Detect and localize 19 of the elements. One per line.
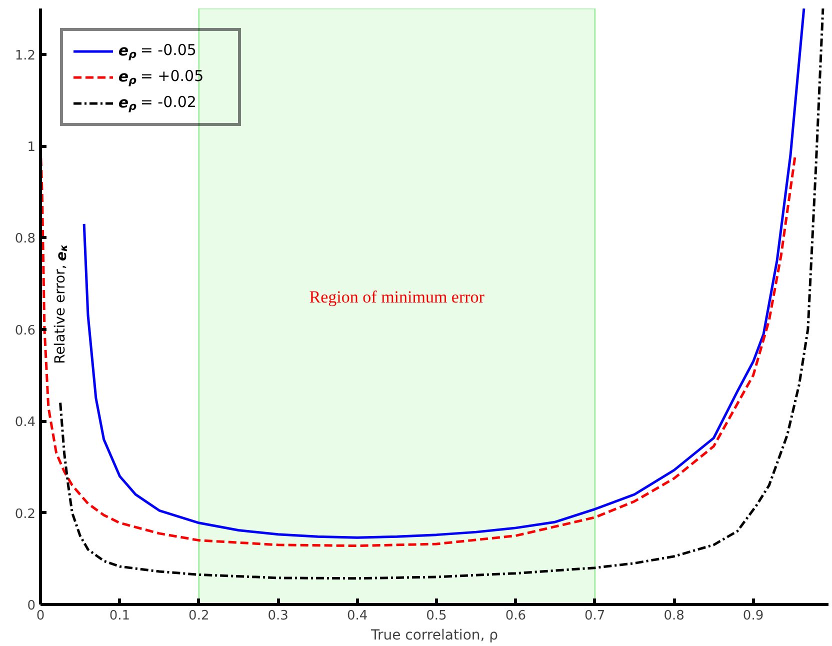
x-tick-label: 0.3 [268,608,288,624]
y-tick-label: 0 [27,598,36,614]
y-tick-label: 0.2 [14,506,36,522]
x-tick-label: 0.4 [346,608,368,624]
y-tick-label: 1 [27,140,36,156]
x-tick-label: 0.5 [426,608,447,624]
y-tick-label: 1.2 [14,48,36,64]
x-tick-label: 0.6 [505,608,526,624]
x-tick-label: 0.9 [742,608,764,624]
x-tick-label: 0.7 [584,608,606,624]
y-tick-label: 0.4 [14,415,36,430]
x-tick-label: 0.8 [664,608,684,624]
x-tick-label: 0.1 [109,608,130,624]
x-tick-label: 0.2 [188,608,210,624]
y-tick-label: 0.6 [14,323,36,338]
y-tick-label: 0.8 [14,232,36,247]
x-axis-title: True correlation, ρ [370,628,498,644]
band-label: Region of minimum error [309,288,485,306]
y-axis-title: Relative error, eκ [52,244,70,364]
